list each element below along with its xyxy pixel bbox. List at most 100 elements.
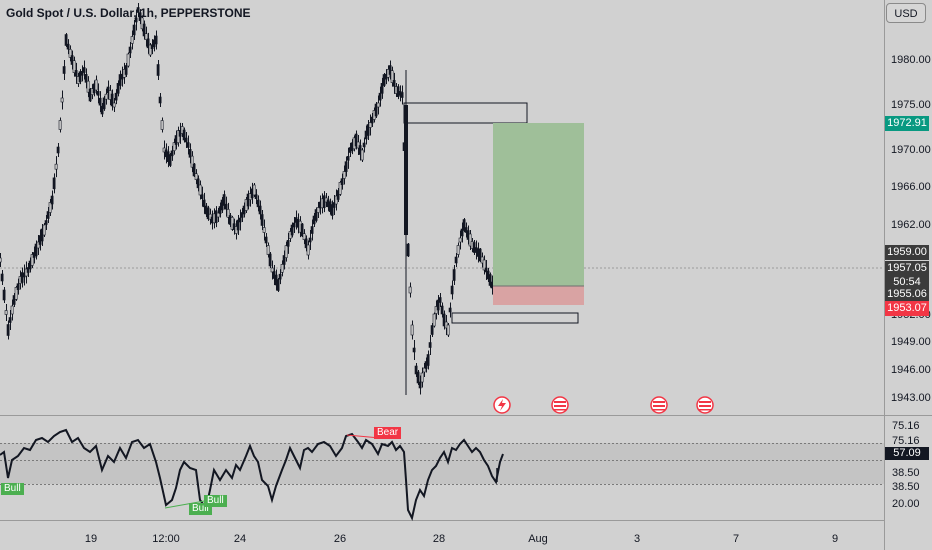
price-tick-label: 1949.00 [891,336,931,348]
candle-body [310,226,314,234]
rsi-axis[interactable]: 75.16 75.16 38.50 38.50 20.00 [892,420,920,510]
candle-body [356,141,360,149]
candle-body [340,178,344,185]
candle-body [338,182,342,195]
candle-body [124,65,128,75]
candle-body [456,245,460,255]
candle-body [140,17,144,30]
candle-body [374,103,378,117]
candle-body [16,283,20,290]
candle-body [446,324,450,336]
candle-body [20,272,24,283]
last-price-tag: 1957.05 50:54 [885,261,929,289]
candlestick-series [0,3,504,395]
candle-body [154,35,158,45]
bar-countdown: 50:54 [893,276,921,288]
rsi-tick-label: 75.16 [892,435,920,447]
candle-body [344,161,348,172]
candle-body [426,354,430,366]
long-position-loss-zone[interactable] [493,286,584,305]
candle-body [84,74,88,83]
rsi-line [0,428,504,521]
candle-body [280,264,284,273]
supply-zone-box[interactable] [403,102,528,124]
candle-body [270,267,274,273]
candle-body [368,122,372,128]
candle-body [482,259,486,271]
candle-body [142,23,146,37]
price-axis[interactable]: 1980.001975.001970.001966.001962.001952.… [891,54,931,404]
time-axis[interactable]: 19 12:00 24 26 28 Aug 3 7 9 [85,533,838,545]
candle-body [420,372,424,383]
candle-body [224,203,228,210]
candle-body [286,240,290,247]
bull-label: Bull [204,495,227,507]
candle-body [258,205,262,215]
candle-body [346,156,350,161]
candle-body [226,209,230,218]
candle-body [436,299,440,311]
candle-body [382,74,386,86]
rsi-tick-label: 75.16 [892,420,920,432]
candle-body [102,97,106,110]
price-tick-label: 1962.00 [891,219,931,231]
candle-body [12,295,16,305]
candle-body [44,220,48,225]
time-tick-label: 28 [433,533,445,545]
candle-body [148,44,152,56]
candle-body [406,243,410,257]
candle-body [208,213,212,220]
long-position-profit-zone[interactable] [493,123,584,286]
candle-body [192,163,196,177]
candle-body [168,154,172,166]
us-flag-icon[interactable] [650,396,668,414]
candle-body [42,224,46,236]
candle-body [336,190,340,200]
demand-zone-box[interactable] [451,312,579,324]
candle-body [2,289,6,301]
candle-body [454,256,458,264]
candle-body [442,313,446,327]
candle-body [440,305,444,315]
candle-body [80,71,84,76]
candle-body [414,365,418,375]
candle-body [46,211,50,219]
candle-body [50,195,54,205]
price-tick-label: 1946.00 [891,364,931,376]
candle-body [484,267,488,273]
candle-body [256,199,260,208]
candle-body [34,243,38,257]
candle-body [354,133,358,147]
candle-body [432,313,436,327]
price-tick-label: 1980.00 [891,54,931,66]
candle-body [314,209,318,221]
chart-title[interactable]: Gold Spot / U.S. Dollar, 1h, PEPPERSTONE [6,6,251,20]
us-flag-icon[interactable] [551,396,569,414]
candle-body [134,17,138,23]
us-flag-icon[interactable] [696,396,714,414]
candle-body [308,237,312,243]
current-price-tag: 1955.06 [885,287,929,302]
candle-body [206,207,210,220]
candle-body [254,194,258,199]
entry-price-tag: 1959.00 [885,245,929,260]
candle-body [54,163,58,170]
candle-body [132,24,136,36]
candle-body [236,219,240,231]
candle-body [416,371,420,384]
lightning-icon[interactable] [493,396,511,414]
candle-body [136,7,140,13]
candle-body [114,92,118,101]
target-price-tag: 1972.91 [885,116,929,131]
price-pane[interactable] [0,0,884,415]
candle-body [302,233,306,240]
candle-body [66,43,70,50]
candle-body [96,91,100,96]
candle-body [300,223,304,237]
currency-button[interactable]: USD [886,3,926,23]
candle-body [188,149,192,158]
candle-body [478,248,482,262]
candle-body [388,65,392,75]
candle-body [8,317,12,323]
